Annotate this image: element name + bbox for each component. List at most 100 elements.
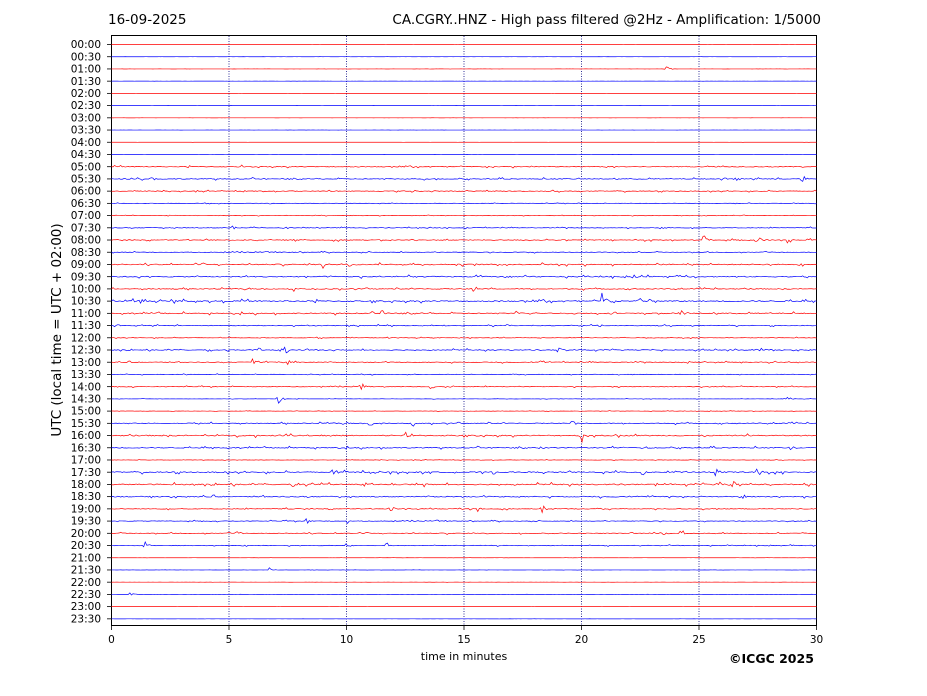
copyright-credit: ©ICGC 2025 (729, 651, 814, 666)
hour-tick-label: 20:30 (71, 540, 101, 552)
hour-tick-label: 04:30 (71, 149, 101, 161)
hour-tick-label: 15:30 (71, 418, 101, 430)
trace-1330 (111, 373, 817, 376)
hour-tick-label: 22:00 (71, 577, 101, 589)
trace-1900 (111, 505, 817, 514)
hour-tick-label: 05:30 (71, 174, 101, 186)
trace-1630 (111, 445, 817, 451)
hour-tick-label: 03:30 (71, 125, 101, 137)
hour-tick-label: 18:30 (71, 491, 101, 503)
hour-tick-label: 14:30 (71, 393, 101, 405)
trace-0630 (111, 202, 817, 205)
trace-1400 (111, 383, 817, 391)
hour-tick-label: 17:00 (71, 455, 101, 467)
hour-tick-label: 00:00 (71, 39, 101, 51)
trace-0900 (111, 262, 817, 269)
hour-tick-label: 07:30 (71, 222, 101, 234)
hour-tick-label: 06:00 (71, 186, 101, 198)
hour-tick-label: 03:00 (71, 112, 101, 124)
hour-tick-label: 16:00 (71, 430, 101, 442)
seismic-traces (111, 44, 817, 620)
hour-tick-label: 11:00 (71, 308, 101, 320)
hour-tick-label: 15:00 (71, 406, 101, 418)
trace-0700 (111, 214, 817, 217)
minute-tick-label: 5 (226, 634, 233, 646)
hour-tick-label: 07:00 (71, 210, 101, 222)
trace-2230 (111, 592, 817, 596)
hour-tick-label: 00:30 (71, 51, 101, 63)
trace-1800 (111, 480, 817, 488)
hour-tick-label: 10:30 (71, 296, 101, 308)
trace-1300 (111, 358, 817, 366)
hour-tick-label: 10:00 (71, 284, 101, 296)
trace-2000 (111, 530, 817, 535)
minute-tick-label: 10 (340, 634, 353, 646)
trace-0530 (111, 175, 817, 182)
trace-1430 (111, 396, 817, 404)
minute-tick-label: 0 (108, 634, 115, 646)
y-axis-label: UTC (local time = UTC + 02:00) (49, 223, 65, 437)
vertical-gridlines (228, 36, 700, 625)
minute-tick-label: 30 (810, 634, 823, 646)
hour-tick-label: 12:30 (71, 345, 101, 357)
hour-tick-label: 16:30 (71, 442, 101, 454)
hour-tick-label: 21:00 (71, 552, 101, 564)
trace-1530 (111, 421, 817, 427)
hour-tick-label: 19:00 (71, 503, 101, 515)
trace-2030 (111, 541, 817, 548)
hour-tick-label: 05:00 (71, 161, 101, 173)
trace-0730 (111, 225, 817, 230)
hour-tick-label: 23:30 (71, 613, 101, 625)
x-axis-label: time in minutes (420, 650, 508, 663)
hour-tick-label: 04:00 (71, 137, 101, 149)
hour-tick-label: 19:30 (71, 516, 101, 528)
hour-tick-label: 08:00 (71, 235, 101, 247)
hour-tick-label: 12:00 (71, 332, 101, 344)
hour-tick-label: 22:30 (71, 589, 101, 601)
hour-tick-label: 02:00 (71, 88, 101, 100)
chart-title: CA.CGRY..HNZ - High pass filtered @2Hz -… (392, 12, 821, 28)
hour-tick-label: 13:30 (71, 369, 101, 381)
trace-1230 (111, 346, 817, 354)
hour-tick-label: 18:00 (71, 479, 101, 491)
hour-tick-label: 23:00 (71, 601, 101, 613)
trace-1730 (111, 468, 817, 477)
trace-2130 (111, 567, 817, 571)
recording-date: 16-09-2025 (108, 12, 187, 28)
hour-tick-label: 01:30 (71, 76, 101, 88)
trace-1930 (111, 517, 817, 525)
hour-tick-label: 02:30 (71, 100, 101, 112)
hour-tick-label: 09:30 (71, 271, 101, 283)
hour-tick-label: 13:00 (71, 357, 101, 369)
hour-tick-label: 01:00 (71, 64, 101, 76)
minute-tick-label: 20 (575, 634, 588, 646)
hour-tick-label: 11:30 (71, 320, 101, 332)
trace-1830 (111, 494, 817, 499)
trace-0600 (111, 189, 817, 193)
trace-1200 (111, 336, 817, 339)
trace-0500 (111, 164, 817, 169)
hour-tick-label: 17:30 (71, 467, 101, 479)
trace-1030 (111, 292, 817, 305)
hour-tick-labels: 00:0000:3001:0001:3002:0002:3003:0003:30… (71, 39, 112, 625)
trace-0930 (111, 274, 817, 279)
minute-tick-label: 15 (457, 634, 470, 646)
trace-1000 (111, 286, 817, 293)
trace-1130 (111, 323, 817, 328)
hour-tick-label: 09:00 (71, 259, 101, 271)
trace-0100 (111, 66, 817, 70)
trace-1600 (111, 431, 817, 444)
minute-tick-label: 25 (692, 634, 705, 646)
hour-tick-label: 06:30 (71, 198, 101, 210)
trace-1500 (111, 410, 817, 413)
hour-tick-label: 21:30 (71, 565, 101, 577)
minute-tick-labels: 0 5 10 15 20 25 30 (108, 625, 823, 646)
hour-tick-label: 08:30 (71, 247, 101, 259)
trace-0800 (111, 235, 817, 244)
trace-0830 (111, 250, 817, 254)
hour-tick-label: 14:00 (71, 381, 101, 393)
trace-1100 (111, 309, 817, 316)
hour-tick-label: 20:00 (71, 528, 101, 540)
trace-1700 (111, 459, 817, 461)
